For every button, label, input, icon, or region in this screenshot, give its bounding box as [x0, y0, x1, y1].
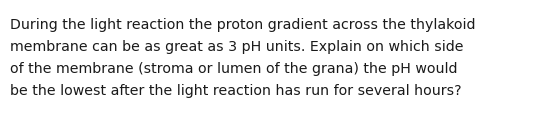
Text: be the lowest after the light reaction has run for several hours?: be the lowest after the light reaction h…	[10, 84, 461, 98]
Text: During the light reaction the proton gradient across the thylakoid: During the light reaction the proton gra…	[10, 18, 475, 32]
Text: membrane can be as great as 3 pH units. Explain on which side: membrane can be as great as 3 pH units. …	[10, 40, 464, 54]
Text: of the membrane (stroma or lumen of the grana) the pH would: of the membrane (stroma or lumen of the …	[10, 62, 458, 76]
